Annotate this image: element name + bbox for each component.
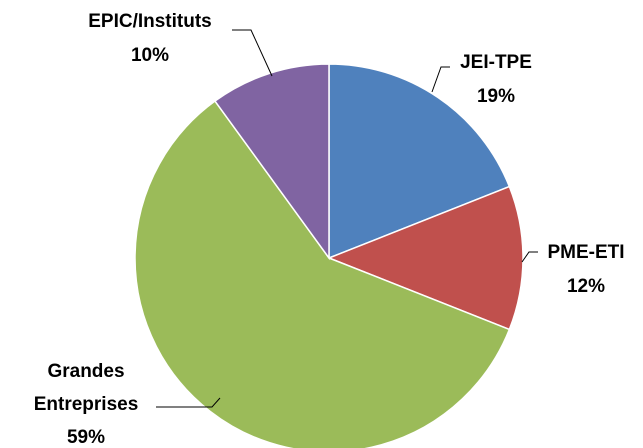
value-label: 59% — [66, 427, 106, 448]
pie-slice — [213, 63, 330, 261]
value-label: 19% — [476, 86, 516, 107]
leader-line — [521, 251, 538, 263]
data-label: JEI-TPE 19% — [436, 46, 556, 114]
leader-line — [232, 29, 273, 77]
pie-slice — [328, 63, 511, 260]
leader-line — [431, 66, 450, 93]
pie-slice — [134, 100, 511, 448]
category-label: PME-ETI — [547, 242, 625, 263]
data-label: Grandes Entreprises 59% — [21, 355, 151, 448]
category-label: JEI-TPE — [460, 52, 532, 73]
category-label: Grandes Entreprises — [33, 361, 139, 415]
leader-line — [156, 397, 221, 408]
data-label: PME-ETI 12% — [531, 236, 641, 304]
category-label: EPIC/Instituts — [88, 11, 212, 32]
data-label: EPIC/Instituts 10% — [65, 5, 235, 73]
pie-slice — [326, 185, 524, 331]
value-label: 12% — [566, 276, 606, 297]
value-label: 10% — [130, 45, 170, 66]
